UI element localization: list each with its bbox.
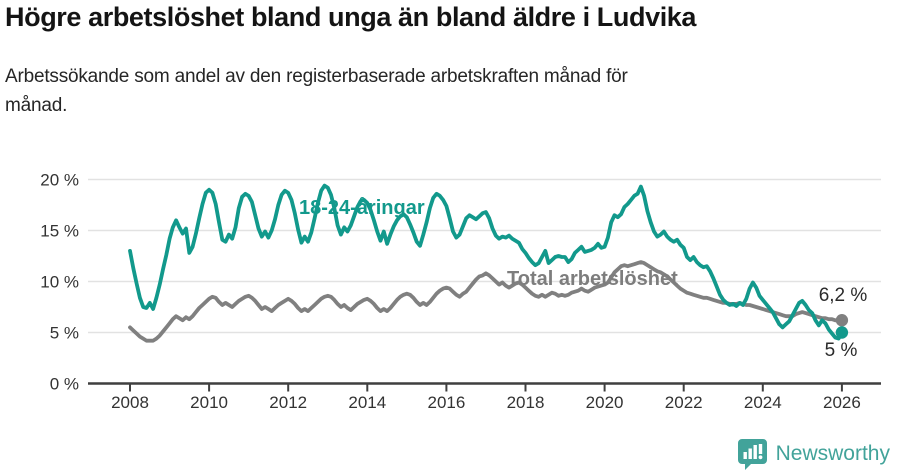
x-axis-tick-label: 2024 — [744, 393, 782, 412]
y-axis-tick-label: 10 % — [40, 273, 79, 292]
x-axis-tick-label: 2010 — [190, 393, 228, 412]
series-label-youth: 18-24-åringar — [299, 197, 425, 219]
x-axis-tick-label: 2012 — [269, 393, 307, 412]
y-axis-tick-label: 15 % — [40, 222, 79, 241]
series-line-total — [128, 260, 844, 343]
x-axis-tick-label: 2018 — [507, 393, 545, 412]
end-value-label-total: 6,2 % — [818, 285, 868, 306]
x-axis-tick-label: 2016 — [427, 393, 465, 412]
x-axis-tick-label: 2008 — [111, 393, 149, 412]
newsworthy-logo-icon — [737, 439, 767, 470]
series-label-total: Total arbetslöshet — [507, 268, 678, 290]
x-axis-tick-label: 2026 — [823, 393, 861, 412]
y-axis-tick-label: 20 % — [40, 171, 79, 190]
chart-subtitle-line-2: månad. — [5, 95, 68, 116]
chart-subtitle: Arbetssökande som andel av den registerb… — [5, 62, 628, 120]
end-value-label-youth: 5 % — [824, 340, 858, 361]
page-title: Högre arbetslöshet bland unga än bland ä… — [5, 2, 697, 32]
series-line-youth — [128, 183, 844, 341]
newsworthy-brand: Newsworthy — [737, 438, 890, 470]
x-axis-tick-label: 2014 — [348, 393, 386, 412]
x-axis-tick-label: 2020 — [586, 393, 624, 412]
x-axis-tick-label: 2022 — [665, 393, 703, 412]
y-axis-tick-label: 0 % — [50, 375, 79, 394]
chart-subtitle-line-1: Arbetssökande som andel av den registerb… — [5, 66, 628, 87]
end-dot-total — [835, 314, 849, 327]
end-dot-youth — [835, 326, 849, 339]
newsworthy-brand-text: Newsworthy — [775, 442, 890, 465]
y-axis-tick-label: 5 % — [50, 324, 79, 343]
